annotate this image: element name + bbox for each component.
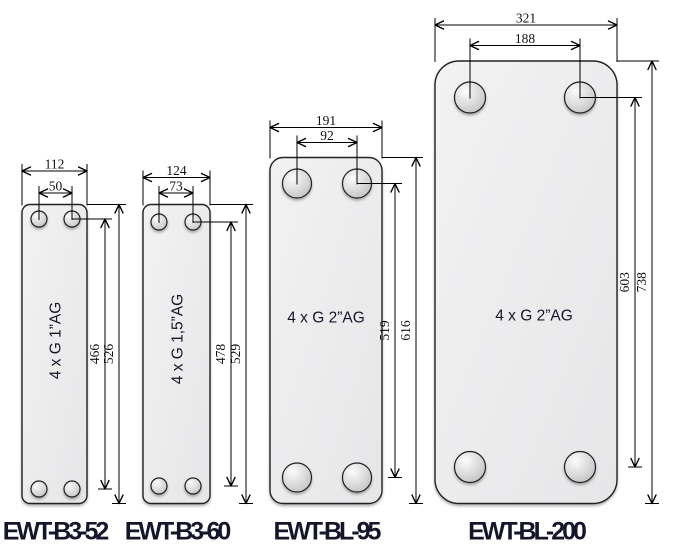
svg-text:4 x G 1”AG: 4 x G 1”AG: [48, 302, 65, 380]
svg-text:526: 526: [101, 344, 116, 365]
svg-text:50: 50: [49, 179, 63, 194]
svg-text:519: 519: [377, 320, 392, 341]
svg-text:4 x G 2”AG: 4 x G 2”AG: [495, 308, 573, 325]
svg-text:73: 73: [169, 179, 183, 194]
svg-text:92: 92: [320, 128, 334, 143]
svg-text:191: 191: [316, 113, 336, 128]
svg-text:603: 603: [617, 272, 632, 293]
svg-text:466: 466: [87, 344, 102, 365]
svg-text:112: 112: [45, 157, 65, 172]
svg-text:EWT-BL-200: EWT-BL-200: [468, 518, 586, 544]
svg-text:738: 738: [634, 272, 649, 293]
svg-text:188: 188: [515, 31, 536, 46]
svg-text:EWT-B3-52: EWT-B3-52: [3, 518, 109, 544]
svg-text:529: 529: [228, 344, 243, 365]
svg-text:478: 478: [213, 344, 228, 365]
svg-text:124: 124: [166, 163, 187, 178]
svg-text:321: 321: [516, 11, 536, 26]
svg-text:EWT-B3-60: EWT-B3-60: [125, 518, 231, 544]
svg-text:EWT-BL-95: EWT-BL-95: [274, 518, 382, 544]
svg-text:4 x G 1,5”AG: 4 x G 1,5”AG: [170, 294, 187, 384]
svg-text:4 x G 2”AG: 4 x G 2”AG: [287, 309, 365, 326]
svg-text:616: 616: [398, 320, 413, 341]
